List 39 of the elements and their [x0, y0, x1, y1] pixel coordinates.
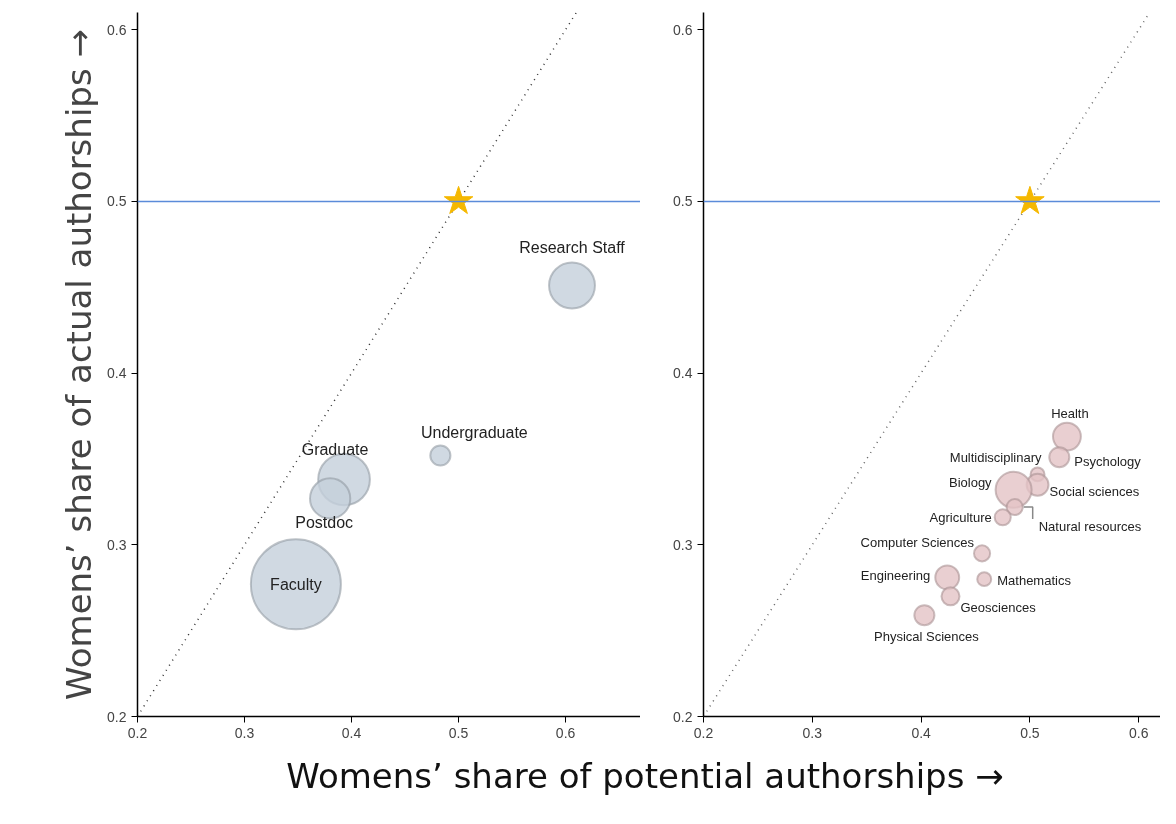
annotation: Computer Sciences: [860, 534, 975, 550]
annotation: Graduate: [301, 441, 369, 459]
annotation: Geosciences: [960, 599, 1037, 615]
annotation: Multidisciplinary: [949, 449, 1043, 465]
y-tick-label: 0.3: [107, 536, 127, 553]
annotation: Mathematics: [997, 572, 1072, 588]
annotation: Physical Sciences: [874, 628, 980, 644]
x-axis-title: Womens’ share of potential authorships →: [286, 755, 1004, 798]
annotation: Undergraduate: [421, 424, 528, 441]
x-tick-label: 0.3: [802, 724, 823, 741]
annotation: Agriculture: [929, 509, 992, 525]
y-tick-label: 0.2: [673, 708, 693, 725]
annotation: Faculty: [270, 575, 322, 593]
x-tick-label: 0.2: [693, 724, 714, 741]
y-tick-label: 0.5: [107, 193, 127, 210]
x-tick-label: 0.4: [911, 724, 932, 741]
x-tick-label: 0.4: [341, 724, 362, 741]
annotation: Postdoc: [295, 513, 354, 531]
annotation: Biology: [948, 475, 993, 491]
annotation: Research Staff: [519, 239, 626, 257]
annotation: Psychology: [1074, 453, 1142, 469]
y-tick-label: 0.6: [107, 21, 127, 38]
y-tick-label: 0.4: [107, 365, 127, 382]
x-tick-label: 0.5: [448, 724, 469, 741]
y-tick-label: 0.3: [673, 536, 693, 553]
y-tick-label: 0.2: [107, 708, 127, 725]
annotation: Social sciences: [1049, 484, 1140, 500]
x-tick-label: 0.6: [1129, 724, 1149, 741]
x-tick-label: 0.5: [1020, 724, 1040, 741]
x-tick-label: 0.6: [555, 724, 576, 741]
annotation: Natural resources: [1038, 518, 1142, 534]
x-tick-label: 0.2: [127, 724, 148, 741]
y-tick-label: 0.4: [673, 365, 693, 382]
y-axis-title: Womens’ share of actual authorships →: [59, 29, 100, 700]
annotation: Engineering: [860, 567, 931, 583]
y-tick-label: 0.5: [673, 193, 693, 210]
x-tick-label: 0.3: [234, 724, 255, 741]
annotation: Health: [1051, 406, 1089, 422]
y-tick-label: 0.6: [673, 21, 693, 38]
